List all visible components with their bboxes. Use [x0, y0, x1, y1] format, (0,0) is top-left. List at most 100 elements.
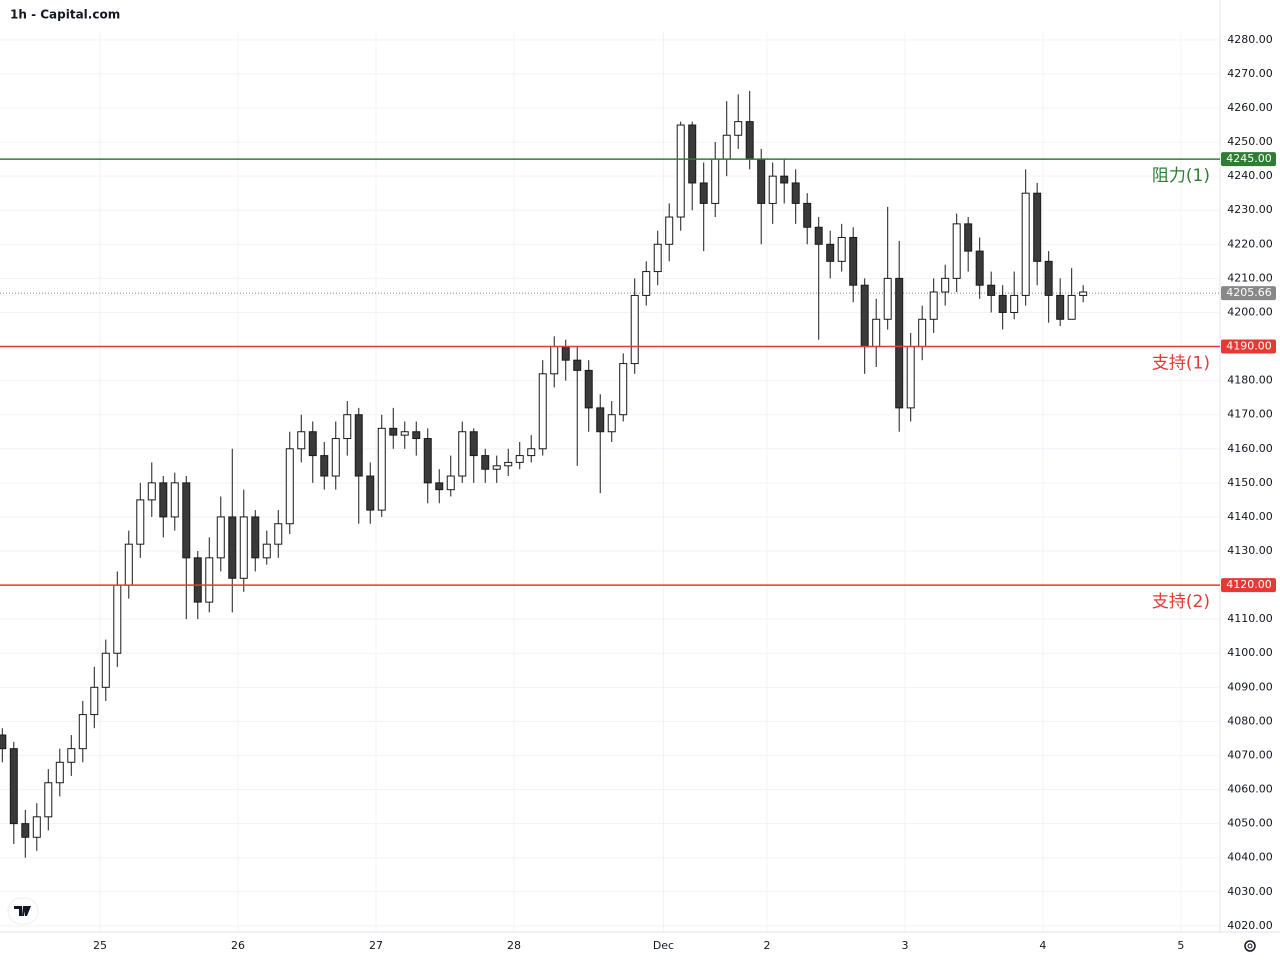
candle-body [78, 714, 87, 750]
tv-logo[interactable] [7, 897, 39, 925]
candle-body [182, 482, 191, 559]
y-tick-label: 4090.00 [1227, 680, 1273, 693]
level-name: 支持(2) [1152, 592, 1210, 612]
candle-body [1067, 294, 1076, 320]
level-price-box [1221, 578, 1276, 593]
candle-body [941, 277, 950, 293]
candle-body [193, 557, 202, 603]
candle-body [504, 461, 513, 467]
candle-body [147, 482, 156, 501]
candle-body [90, 686, 99, 716]
chart-title: 1h - Capital.com [10, 8, 120, 22]
x-tick-label: Dec [653, 939, 674, 952]
y-tick-label: 4030.00 [1227, 885, 1273, 898]
candles [0, 90, 1088, 858]
candle-body [918, 318, 927, 348]
candle-body [101, 652, 110, 688]
candle-body [561, 346, 570, 361]
x-tick-label: 27 [369, 939, 383, 952]
candle-body [1079, 291, 1088, 296]
candle-body [366, 475, 375, 511]
candle-body [780, 175, 789, 184]
candle-body [343, 414, 352, 440]
candle-body [998, 294, 1007, 313]
candle-body [1033, 192, 1042, 262]
candle-body [9, 748, 18, 825]
y-tick-label: 4100.00 [1227, 646, 1273, 659]
last-price-label: 4205.66 [1226, 286, 1272, 299]
settings-icon[interactable] [1244, 940, 1256, 952]
candle-body [987, 284, 996, 296]
x-tick-label: 5 [1177, 939, 1184, 952]
candle-body [492, 465, 501, 470]
candle-body [159, 482, 168, 518]
candle-body [239, 516, 248, 579]
candle-body [895, 277, 904, 409]
y-tick-label: 4160.00 [1227, 442, 1273, 455]
candle-body [44, 782, 53, 818]
candle-body [251, 516, 260, 559]
x-tick-label: 4 [1039, 939, 1046, 952]
candle-body [228, 516, 237, 579]
y-tick-label: 4150.00 [1227, 476, 1273, 489]
y-tick-label: 4050.00 [1227, 817, 1273, 830]
candle-body [446, 475, 455, 491]
candle-body [676, 124, 685, 218]
candle-body [688, 124, 697, 184]
candle-body [975, 250, 984, 286]
candle-body [0, 734, 7, 750]
candle-body [67, 748, 76, 763]
candle-body [734, 121, 743, 136]
level-price-label: 4190.00 [1226, 340, 1272, 353]
x-tick-label: 2 [763, 939, 770, 952]
candle-body [803, 202, 812, 228]
y-tick-label: 4250.00 [1227, 135, 1273, 148]
y-tick-label: 4200.00 [1227, 305, 1273, 318]
candle-body [849, 236, 858, 286]
level-price-label: 4245.00 [1226, 152, 1272, 165]
candle-body [170, 482, 179, 518]
candle-body [826, 243, 835, 262]
y-tick-label: 4210.00 [1227, 271, 1273, 284]
level-price-box [1221, 152, 1276, 167]
candle-body [584, 369, 593, 409]
y-tick-label: 4070.00 [1227, 748, 1273, 761]
y-tick-label: 4020.00 [1227, 919, 1273, 932]
level-name: 支持(1) [1152, 354, 1210, 374]
candle-body [400, 431, 409, 436]
candle-body [883, 277, 892, 320]
candle-body [814, 226, 823, 245]
logo-mark [14, 906, 31, 916]
candle-body [297, 431, 306, 450]
y-tick-label: 4110.00 [1227, 612, 1273, 625]
y-tick-label: 4130.00 [1227, 544, 1273, 557]
y-tick-label: 4270.00 [1227, 67, 1273, 80]
x-tick-label: 3 [901, 939, 908, 952]
candle-body [872, 318, 881, 348]
candle-body [642, 271, 651, 296]
candle-body [469, 431, 478, 457]
candle-body [423, 438, 432, 484]
candle-body [1056, 294, 1065, 320]
candle-body [837, 236, 846, 262]
candle-body [331, 438, 340, 477]
candle-body [136, 499, 145, 545]
candle-body [21, 823, 30, 838]
candle-body [964, 223, 973, 252]
candle-body [458, 431, 467, 477]
candle-body [906, 346, 915, 409]
y-tick-label: 4140.00 [1227, 510, 1273, 523]
y-tick-label: 4180.00 [1227, 374, 1273, 387]
candle-body [757, 158, 766, 204]
candle-body [1010, 294, 1019, 313]
candle-body [573, 359, 582, 371]
candle-body [435, 482, 444, 491]
candle-body [32, 816, 41, 838]
candle-body [377, 427, 386, 511]
level-name: 阻力(1) [1152, 166, 1210, 186]
candle-body [619, 363, 628, 416]
candle-body [216, 516, 225, 559]
y-tick-label: 4080.00 [1227, 714, 1273, 727]
